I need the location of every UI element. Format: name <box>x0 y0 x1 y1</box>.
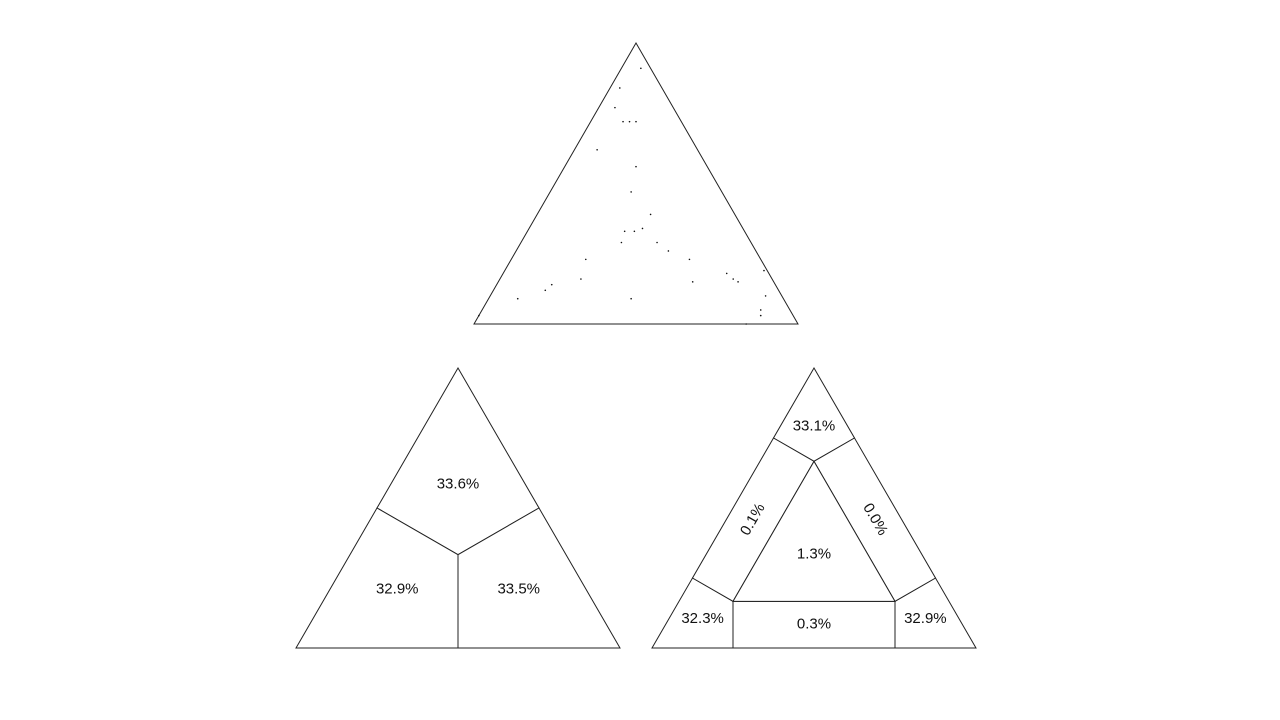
scatter-point <box>732 278 734 280</box>
scatter-point <box>516 297 519 300</box>
region-label: 32.9% <box>904 610 947 627</box>
scatter-point <box>763 269 765 272</box>
scatter-point <box>737 281 739 283</box>
scatter-point <box>550 283 553 286</box>
scatter-point <box>641 227 644 230</box>
scatter-point <box>725 272 728 275</box>
scatter-point <box>478 314 480 317</box>
scatter-point <box>630 297 632 300</box>
scatter-point <box>620 241 623 244</box>
scatter-point <box>635 165 637 168</box>
scatter-point <box>688 258 691 261</box>
scatter-point <box>580 278 582 280</box>
scatter-point <box>614 106 616 109</box>
scatter-point <box>630 191 632 193</box>
scatter-point <box>649 213 652 216</box>
scatter-point <box>584 258 587 261</box>
scatter-point <box>619 87 621 89</box>
region-label: 33.1% <box>793 417 836 434</box>
scatter-point <box>745 323 747 325</box>
scatter-point <box>656 241 658 244</box>
region <box>732 460 896 602</box>
region-label: 33.5% <box>497 581 540 598</box>
region <box>457 507 621 649</box>
scatter-point <box>633 230 636 233</box>
scatter-point <box>667 250 670 252</box>
scatter-point <box>628 120 631 123</box>
scatter-point <box>759 309 762 311</box>
region-label: 32.3% <box>681 610 724 627</box>
region-label: 32.9% <box>376 581 419 598</box>
scatter-point <box>635 120 637 123</box>
region-label: 0.3% <box>797 616 831 633</box>
scatter-point <box>596 148 598 151</box>
scatter-point <box>623 230 626 233</box>
region-label: 1.3% <box>797 546 831 563</box>
scatter-point <box>640 67 642 70</box>
scatter-point <box>759 314 762 317</box>
scatter-point <box>764 295 767 297</box>
scatter-point <box>622 120 624 123</box>
scatter-point <box>544 289 547 292</box>
scatter-point <box>691 281 694 283</box>
ternary-frame <box>473 41 799 325</box>
region-label: 33.6% <box>437 476 480 493</box>
